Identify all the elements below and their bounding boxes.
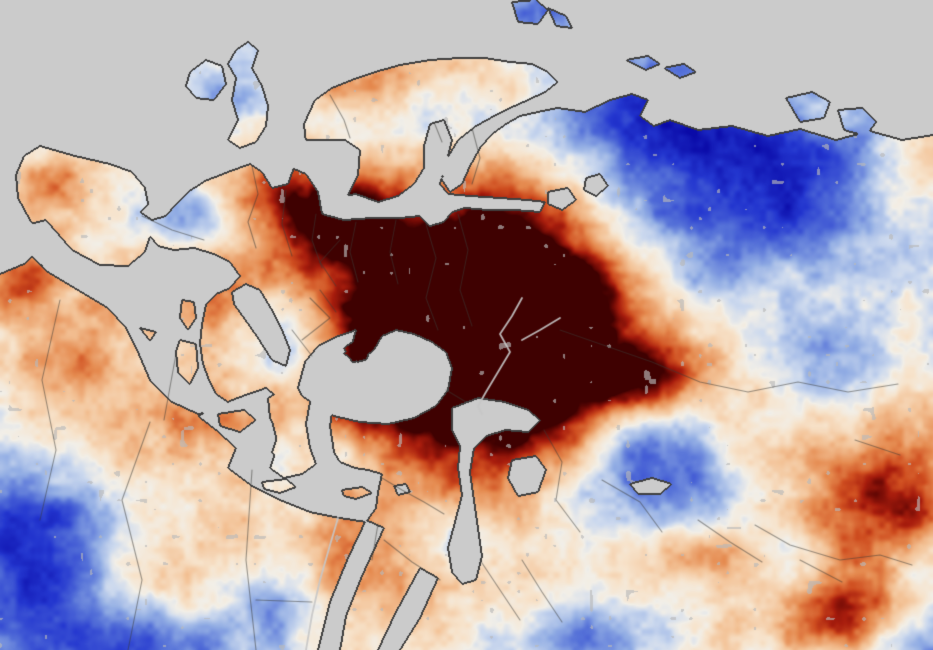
temperature-anomaly-map-canvas <box>0 0 933 650</box>
map-viewport <box>0 0 933 650</box>
